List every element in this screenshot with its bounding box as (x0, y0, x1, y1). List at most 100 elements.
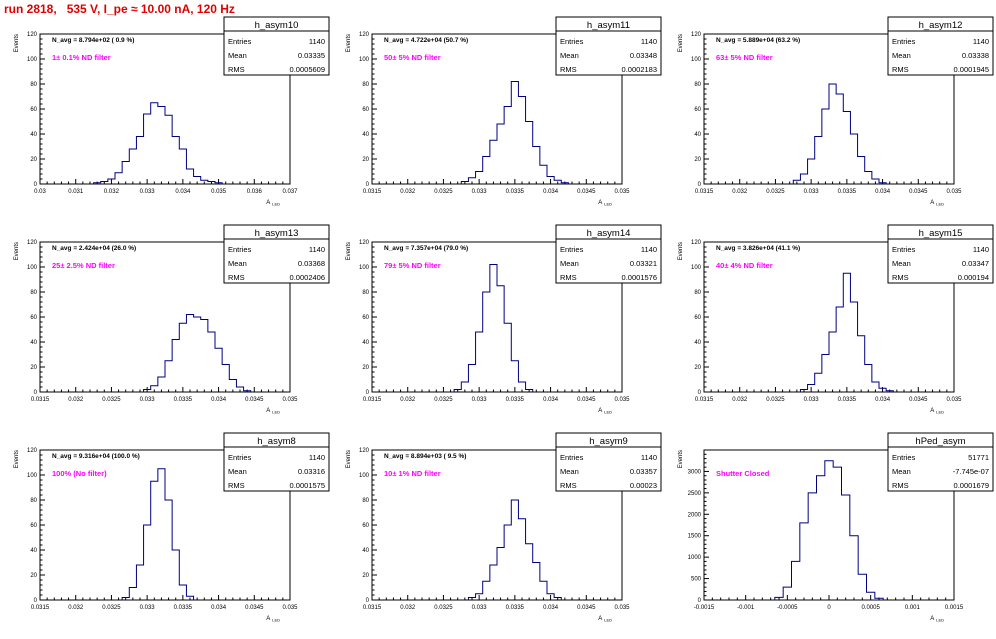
x-tick-label: 0.033 (140, 605, 156, 611)
stats-label: RMS (560, 273, 577, 282)
x-tick-label: 0.033 (140, 189, 156, 195)
x-tick-label: 0.0335 (174, 605, 193, 611)
histogram-bin (208, 332, 215, 392)
y-tick-label: 20 (694, 365, 701, 371)
histogram-series (792, 83, 887, 184)
stats-value: 0.03338 (962, 51, 989, 60)
y-tick-label: 0 (698, 182, 702, 188)
y-axis-label: Events (14, 34, 20, 52)
histogram-bin (186, 315, 193, 393)
x-tick-label: 0.0325 (102, 605, 121, 611)
stats-value: 0.03348 (630, 51, 657, 60)
histogram-name: h_asym15 (919, 228, 963, 239)
histogram-bin (490, 140, 497, 184)
y-tick-label: 0 (34, 182, 38, 188)
stats-box (223, 224, 330, 284)
histogram-bin (158, 469, 165, 600)
x-tick-label: 0 (827, 605, 831, 611)
histogram-pad-h_asym15: 0.0315 0.032 0.0325 0.033 0.0335 0.034 0.0345 0… (664, 220, 994, 426)
stats-label: Entries (560, 37, 584, 46)
x-tick-label: 0.033 (472, 605, 488, 611)
histogram-series (460, 81, 569, 184)
y-tick-label: 20 (30, 365, 37, 371)
histogram-bin (836, 307, 843, 392)
x-tick-label: 0.0325 (102, 397, 121, 403)
histogram-bin (540, 581, 547, 600)
stats-value: 0.03335 (298, 51, 325, 60)
histogram-svg: 0.0315 0.032 0.0325 0.033 0.0335 0.034 0.0345 0… (346, 16, 662, 207)
y-tick-label: 0 (366, 598, 370, 604)
x-tick-label: 0.032 (68, 605, 84, 611)
histogram-bin (151, 481, 158, 600)
y-tick-label: 60 (694, 107, 701, 113)
histogram-bin (526, 122, 533, 185)
x-tick-label: 0.035 (946, 189, 962, 195)
stats-value: 1140 (641, 37, 657, 46)
filter-note: 1± 0.1% ND filter (52, 53, 111, 62)
histogram-bin (533, 563, 540, 601)
x-axis-label: A LED (598, 616, 612, 623)
stats-value: 0.03368 (298, 259, 325, 268)
histogram-bin (850, 134, 857, 184)
navg-text: N_avg = 8.794e+02 ( 0.9 %) (52, 37, 134, 44)
y-tick-label: 40 (30, 132, 37, 138)
y-tick-label: 40 (694, 132, 701, 138)
histogram-bin (158, 107, 165, 185)
stats-label: Entries (892, 37, 916, 46)
stats-label: Mean (228, 259, 247, 268)
histogram-bin (518, 97, 525, 185)
histogram-bin (129, 149, 136, 184)
y-tick-label: 120 (359, 448, 370, 454)
y-tick-label: 20 (30, 573, 37, 579)
y-tick-label: 40 (362, 340, 369, 346)
stats-value: 0.03316 (298, 467, 325, 476)
stats-label: RMS (892, 65, 909, 74)
x-tick-label: 0.0345 (577, 605, 596, 611)
histogram-svg: 0.0315 0.032 0.0325 0.033 0.0335 0.034 0.0345 0… (678, 16, 994, 207)
histogram-name: h_asym8 (257, 436, 296, 447)
stats-label: Mean (560, 467, 579, 476)
stats-label: Mean (228, 51, 247, 60)
x-axis-label: A LED (598, 408, 612, 415)
histogram-bin (858, 157, 865, 185)
y-tick-label: 80 (30, 82, 37, 88)
y-tick-label: 80 (30, 498, 37, 504)
x-axis-label: A LED (598, 200, 612, 207)
histogram-bin (817, 476, 825, 600)
y-tick-label: 80 (30, 290, 37, 296)
histogram-name: h_asym12 (919, 20, 963, 31)
x-tick-label: 0.035 (614, 605, 630, 611)
y-axis-label: Events (678, 450, 684, 468)
histogram-bin (850, 536, 858, 600)
y-axis-label: Events (346, 242, 352, 260)
x-tick-label: 0.035 (211, 189, 227, 195)
histogram-bin (497, 548, 504, 601)
y-tick-label: 80 (362, 290, 369, 296)
stats-value: 0.0002406 (290, 273, 325, 282)
x-tick-label: 0.0315 (363, 397, 382, 403)
histogram-bin (172, 137, 179, 185)
y-tick-label: 40 (362, 132, 369, 138)
stats-box (887, 224, 994, 284)
stats-box (555, 432, 662, 492)
y-tick-label: 100 (359, 473, 370, 479)
histogram-bin (504, 525, 511, 600)
y-tick-label: 20 (362, 573, 369, 579)
histogram-bin (151, 103, 158, 184)
histogram-bin (497, 286, 504, 392)
x-tick-label: 0.035 (614, 189, 630, 195)
histogram-bin (865, 365, 872, 393)
histogram-bin (511, 82, 518, 185)
stats-label: Entries (228, 37, 252, 46)
stats-label: Mean (228, 467, 247, 476)
filter-note: 100% (No filter) (52, 469, 107, 478)
stats-label: Mean (892, 467, 911, 476)
y-tick-label: 20 (362, 365, 369, 371)
y-tick-label: 20 (694, 157, 701, 163)
histogram-bin (468, 365, 475, 393)
histogram-name: h_asym9 (589, 436, 628, 447)
histogram-pad-h_asym14: 0.0315 0.032 0.0325 0.033 0.0335 0.034 0.0345 0… (332, 220, 662, 426)
histogram-bin (483, 292, 490, 392)
y-tick-label: 100 (691, 265, 702, 271)
histogram-bin (504, 323, 511, 392)
